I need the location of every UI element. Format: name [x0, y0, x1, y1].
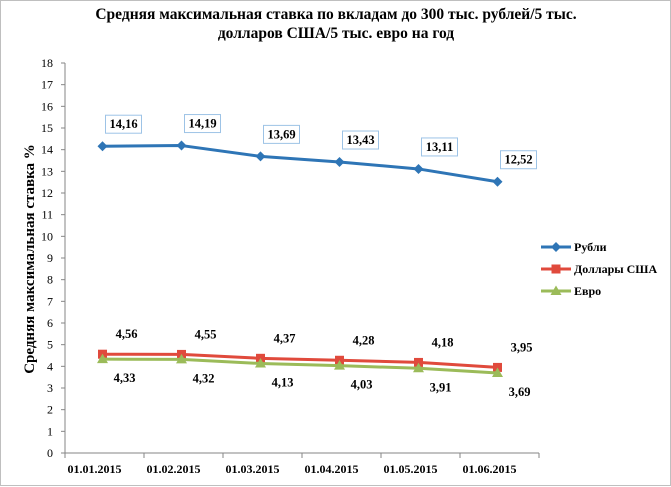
- y-tick-label: 7: [47, 294, 53, 308]
- data-label: 3,91: [430, 380, 452, 394]
- legend-label: Доллары США: [574, 262, 657, 276]
- data-label: 4,32: [193, 371, 215, 385]
- data-point: [492, 367, 503, 378]
- y-tick-label: 2: [47, 403, 53, 417]
- data-point: [176, 140, 187, 151]
- data-point: [255, 358, 266, 368]
- y-tick-label: 4: [47, 359, 53, 373]
- series-1: 14,16 14,19 13,69 13,43 13,11 12,52: [97, 114, 537, 187]
- data-label: 13,43: [346, 133, 374, 147]
- data-label: 14,19: [188, 117, 216, 131]
- y-tick-label: 12: [41, 186, 53, 200]
- legend-item-3: Евро: [541, 284, 601, 298]
- data-label: 3,95: [511, 340, 533, 354]
- data-label-box: [105, 114, 142, 134]
- data-label: 12,52: [504, 153, 532, 167]
- data-point: [413, 362, 424, 373]
- legend-marker: [551, 264, 561, 274]
- y-axis-label: Средняя максимальная ставка %: [22, 144, 38, 374]
- chart-title-line2: долларов США/5 тыс. евро на год: [218, 25, 454, 42]
- y-tick-label: 14: [41, 143, 53, 157]
- x-tick-label: 01.05.2015: [384, 462, 438, 476]
- y-tick-label: 16: [41, 99, 53, 113]
- x-tick-label: 01.02.2015: [147, 462, 201, 476]
- y-tick-label: 10: [41, 229, 53, 243]
- data-point: [414, 357, 423, 367]
- x-tick-label: 01.06.2015: [463, 462, 517, 476]
- y-tick-label: 9: [47, 251, 53, 265]
- y-tick-label: 6: [47, 316, 53, 330]
- y-tick-label: 3: [47, 381, 53, 395]
- y-tick-label: 17: [41, 78, 53, 92]
- data-point: [97, 353, 108, 364]
- data-label: 4,03: [351, 378, 373, 392]
- legend: Рубли Доллары США Евро: [541, 240, 657, 298]
- data-point: [493, 362, 502, 372]
- data-label: 4,55: [195, 327, 217, 341]
- y-tick-label: 1: [47, 424, 53, 438]
- data-label: 4,13: [272, 376, 294, 390]
- data-label: 4,56: [116, 327, 138, 341]
- y-tick-label: 0: [47, 446, 53, 460]
- data-label: 4,28: [353, 333, 375, 347]
- legend-item-2: Доллары США: [541, 262, 657, 276]
- data-label: 4,33: [114, 371, 136, 385]
- y-tick-label: 13: [41, 164, 53, 178]
- legend-label: Рубли: [574, 240, 607, 254]
- data-label: 14,16: [109, 117, 137, 131]
- data-point: [334, 360, 345, 370]
- data-label: 4,18: [432, 335, 454, 349]
- series-line: [102, 144, 498, 184]
- y-tick-label: 8: [47, 273, 53, 287]
- data-point: [97, 141, 108, 152]
- data-label-box: [421, 137, 458, 157]
- data-label-box: [342, 130, 379, 150]
- legend-marker: [551, 242, 561, 252]
- data-label: 3,69: [509, 385, 531, 399]
- chart-title-line1: Средняя максимальная ставка по вкладам д…: [95, 6, 576, 23]
- data-label: 13,11: [426, 140, 453, 154]
- data-point: [334, 157, 345, 168]
- legend-label: Евро: [574, 284, 601, 298]
- x-tick-label: 01.04.2015: [305, 462, 359, 476]
- data-label: 13,69: [267, 127, 295, 141]
- x-tick-label: 01.03.2015: [226, 462, 280, 476]
- y-tick-label: 5: [47, 338, 53, 352]
- data-label: 4,37: [274, 331, 296, 345]
- legend-marker: [550, 285, 562, 295]
- data-label-box: [500, 150, 537, 170]
- y-tick-label: 11: [41, 208, 53, 222]
- y-tick-label: 15: [41, 121, 53, 135]
- series-line: [102, 357, 498, 375]
- data-label-box: [263, 124, 300, 144]
- data-point: [413, 163, 424, 174]
- data-point: [492, 176, 503, 187]
- series-layer: 14,16 14,19 13,69 13,43 13,11 12,52 4,56 4,55 4,…: [97, 114, 537, 399]
- data-point: [176, 353, 187, 364]
- x-tick-label: 01.01.2015: [68, 462, 122, 476]
- data-label-box: [184, 114, 221, 134]
- data-point: [255, 151, 266, 162]
- legend-item-1: Рубли: [541, 240, 607, 254]
- series-line: [102, 352, 498, 369]
- series-3: 4,33 4,32 4,13 4,03 3,91 3,69: [97, 353, 531, 399]
- y-tick-label: 18: [41, 56, 53, 70]
